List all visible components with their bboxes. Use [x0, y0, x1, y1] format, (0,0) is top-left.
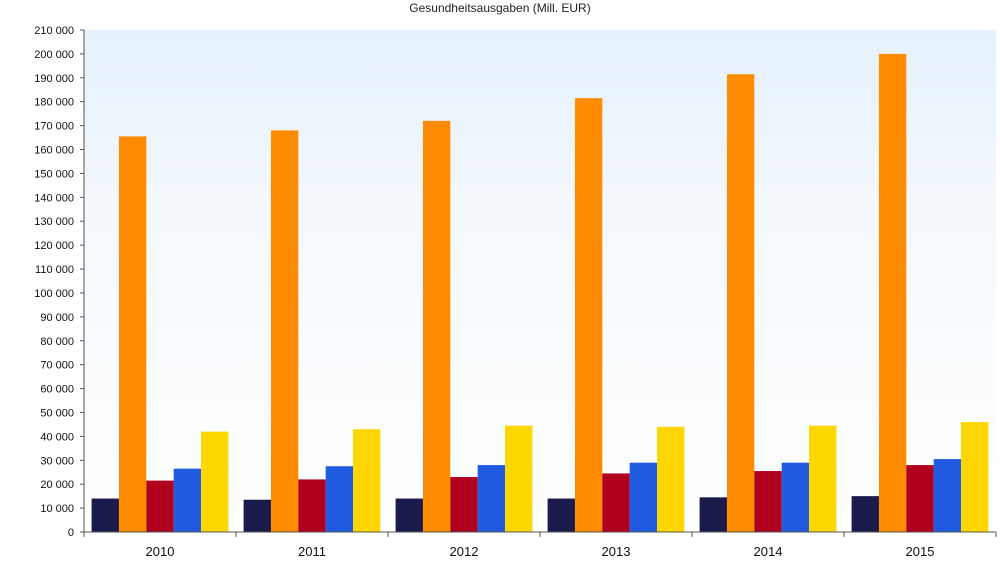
- bar-2014-series-4: [781, 462, 810, 532]
- y-tick-label: 140 000: [34, 192, 74, 204]
- y-tick-label: 10 000: [40, 503, 74, 515]
- y-tick-label: 80 000: [40, 336, 74, 348]
- bar-2010-series-5: [201, 431, 229, 532]
- bar-2015-series-2: [878, 53, 907, 533]
- y-tick-label: 30 000: [40, 455, 74, 467]
- y-tick-label: 20 000: [40, 479, 74, 491]
- y-tick-label: 160 000: [34, 145, 74, 157]
- bar-2011-series-4: [325, 466, 354, 532]
- chart-title: Gesundheitsausgaben (Mill. EUR): [409, 1, 591, 15]
- bar-2010-series-1: [91, 498, 119, 532]
- x-tick-label: 2011: [298, 544, 326, 559]
- bars: [91, 53, 989, 533]
- bar-2011-series-2: [270, 130, 299, 532]
- y-tick-label: 190 000: [34, 73, 74, 85]
- y-tick-label: 40 000: [40, 431, 74, 443]
- y-tick-label: 200 000: [34, 49, 74, 61]
- bar-2011-series-3: [298, 479, 326, 532]
- bar-2012-series-5: [505, 425, 533, 532]
- bar-2015-series-3: [906, 465, 934, 532]
- bar-2010-series-4: [173, 468, 202, 532]
- x-tick-label: 2013: [602, 544, 631, 559]
- y-tick-label: 150 000: [34, 168, 74, 180]
- bar-2013-series-5: [657, 426, 685, 532]
- bar-2015-series-5: [961, 422, 989, 532]
- bar-2013-series-4: [629, 462, 658, 532]
- bar-2010-series-2: [118, 136, 147, 532]
- bar-2011-series-1: [243, 499, 271, 532]
- y-tick-label: 50 000: [40, 407, 74, 419]
- bar-2013-series-3: [602, 473, 630, 532]
- y-tick-label: 170 000: [34, 121, 74, 133]
- bar-2015-series-1: [851, 496, 879, 532]
- bar-2012-series-4: [477, 465, 506, 532]
- y-tick-label: 180 000: [34, 97, 74, 109]
- y-tick-label: 120 000: [34, 240, 74, 252]
- bar-2012-series-3: [450, 477, 478, 532]
- y-tick-label: 70 000: [40, 360, 74, 372]
- y-tick-label: 210 000: [34, 25, 74, 37]
- bar-2013-series-2: [574, 98, 603, 532]
- x-tick-label: 2015: [906, 544, 935, 559]
- bar-2013-series-1: [547, 498, 575, 532]
- bar-2012-series-2: [422, 120, 451, 532]
- x-tick-label: 2014: [754, 544, 783, 559]
- x-tick-label: 2012: [450, 544, 479, 559]
- bar-2014-series-2: [726, 74, 755, 532]
- y-tick-label: 90 000: [40, 312, 74, 324]
- y-tick-label: 100 000: [34, 288, 74, 300]
- bar-2012-series-1: [395, 498, 423, 532]
- y-tick-label: 110 000: [35, 264, 74, 276]
- y-axis: 0 10 000 20 000 30 000 40 000 50 000 60 000 70 …: [34, 25, 85, 539]
- bar-2014-series-3: [754, 471, 782, 532]
- bar-2011-series-5: [353, 429, 381, 532]
- y-tick-label: 60 000: [40, 384, 74, 396]
- x-axis: 2010 2011 2012 2013 2014 2015: [83, 531, 997, 559]
- plot-area: [84, 30, 996, 532]
- bar-2015-series-4: [933, 459, 962, 532]
- bar-2014-series-1: [699, 497, 727, 532]
- bar-2010-series-3: [146, 480, 174, 532]
- y-tick-label: 130 000: [34, 216, 74, 228]
- bar-2014-series-5: [809, 425, 837, 532]
- x-tick-label: 2010: [146, 544, 175, 559]
- y-tick-label: 0: [68, 527, 74, 539]
